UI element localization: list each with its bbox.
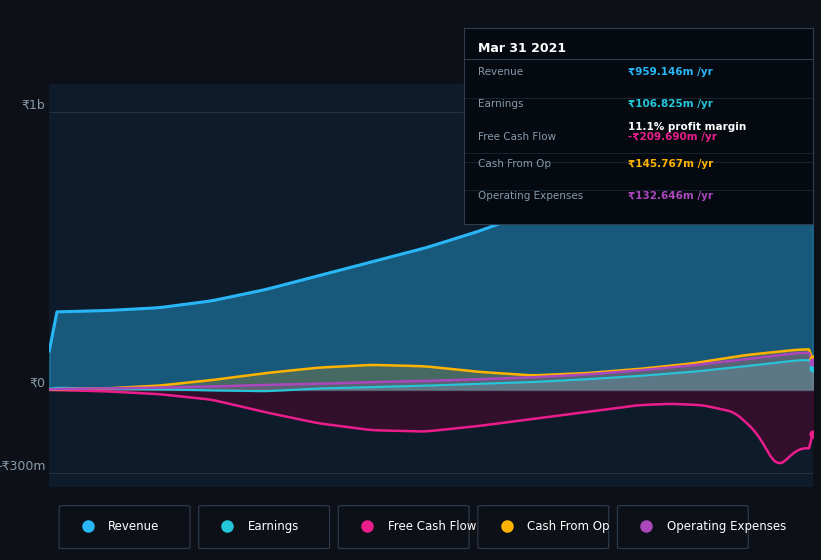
FancyBboxPatch shape xyxy=(338,506,469,549)
Text: -₹300m: -₹300m xyxy=(0,460,45,473)
FancyBboxPatch shape xyxy=(59,506,190,549)
Text: Free Cash Flow: Free Cash Flow xyxy=(388,520,476,533)
Text: Cash From Op: Cash From Op xyxy=(527,520,609,533)
FancyBboxPatch shape xyxy=(617,506,748,549)
FancyBboxPatch shape xyxy=(478,506,608,549)
Text: Operating Expenses: Operating Expenses xyxy=(478,190,583,200)
Text: Free Cash Flow: Free Cash Flow xyxy=(478,132,556,142)
Text: ₹0: ₹0 xyxy=(30,377,45,390)
Text: 11.1% profit margin: 11.1% profit margin xyxy=(628,122,746,132)
Text: ₹132.646m /yr: ₹132.646m /yr xyxy=(628,190,713,200)
FancyBboxPatch shape xyxy=(199,506,329,549)
Text: -₹209.690m /yr: -₹209.690m /yr xyxy=(628,132,717,142)
Text: ₹106.825m /yr: ₹106.825m /yr xyxy=(628,99,713,109)
Text: Mar 31 2021: Mar 31 2021 xyxy=(478,42,566,55)
Text: Cash From Op: Cash From Op xyxy=(478,159,551,169)
Text: Earnings: Earnings xyxy=(248,520,300,533)
Text: ₹959.146m /yr: ₹959.146m /yr xyxy=(628,67,713,77)
Text: ₹145.767m /yr: ₹145.767m /yr xyxy=(628,159,713,169)
Text: Revenue: Revenue xyxy=(478,67,523,77)
Text: ₹1b: ₹1b xyxy=(21,99,45,112)
Text: Operating Expenses: Operating Expenses xyxy=(667,520,786,533)
Text: Earnings: Earnings xyxy=(478,99,523,109)
Text: Revenue: Revenue xyxy=(108,520,160,533)
